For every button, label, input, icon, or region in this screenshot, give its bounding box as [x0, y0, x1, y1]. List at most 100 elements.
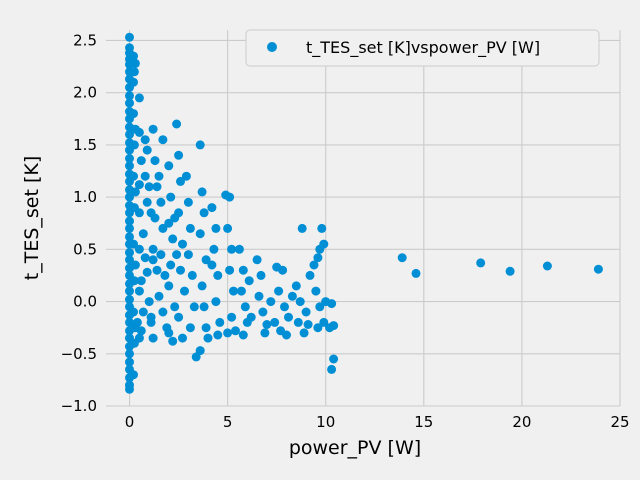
data-point [125, 154, 134, 163]
data-point [227, 244, 237, 254]
data-point [176, 176, 185, 186]
data-point [140, 135, 150, 145]
data-point [542, 261, 552, 271]
x-axis-label: power_PV [W] [289, 437, 421, 459]
data-point [327, 364, 337, 374]
data-point [129, 140, 139, 150]
data-point [166, 260, 176, 270]
data-point [270, 317, 280, 327]
y-tick-label: 1.0 [73, 188, 97, 206]
data-point [278, 265, 288, 275]
data-point [129, 370, 138, 380]
data-point [134, 127, 144, 137]
data-point [209, 244, 219, 254]
data-point [319, 239, 329, 249]
data-point [138, 229, 148, 239]
data-point [252, 255, 262, 265]
data-point [311, 286, 321, 296]
data-point [170, 213, 180, 223]
data-point [129, 276, 139, 286]
data-point [152, 265, 162, 275]
data-point [148, 244, 158, 254]
data-point [260, 328, 270, 338]
data-point [129, 109, 138, 119]
data-point [476, 258, 486, 268]
data-point [158, 135, 168, 145]
data-point [284, 312, 293, 322]
y-axis-label: t_TES_set [K] [21, 156, 43, 280]
data-point [180, 286, 189, 296]
data-point [152, 182, 162, 192]
data-point [170, 302, 180, 312]
data-point [189, 302, 199, 312]
y-tick-label: 1.5 [73, 136, 97, 154]
data-point [125, 317, 134, 327]
x-tick-label: 0 [125, 413, 135, 431]
data-point [299, 328, 309, 338]
data-point [129, 51, 138, 61]
data-point [154, 171, 164, 181]
data-point [164, 161, 174, 171]
data-point [236, 286, 246, 296]
data-point [397, 253, 407, 263]
data-point [130, 187, 140, 197]
data-point [125, 357, 134, 367]
legend-box [245, 29, 600, 67]
data-point [223, 328, 233, 338]
data-point [125, 286, 134, 296]
data-point [225, 192, 235, 202]
data-point [156, 197, 166, 207]
data-point [201, 323, 211, 333]
data-point [301, 307, 311, 317]
plot-area [106, 30, 621, 407]
data-point [130, 260, 140, 270]
data-point [144, 182, 154, 192]
data-point [411, 268, 421, 278]
data-point [125, 91, 134, 101]
data-point [125, 32, 134, 42]
data-point [199, 302, 209, 312]
data-point [313, 323, 323, 333]
data-point [150, 156, 160, 166]
data-point [234, 244, 244, 254]
data-point [238, 330, 248, 340]
data-point [227, 312, 237, 322]
data-point [238, 265, 248, 275]
data-point [197, 187, 207, 197]
data-point [207, 203, 217, 213]
data-point [166, 192, 176, 202]
data-point [229, 286, 238, 296]
x-tick-label: 20 [512, 413, 531, 431]
data-point [148, 124, 158, 134]
data-point [262, 320, 272, 329]
data-point [134, 286, 144, 296]
x-tick-label: 25 [610, 413, 629, 431]
data-point [125, 192, 134, 202]
data-point [136, 156, 146, 166]
y-axis-ticks: −1.0 −0.5 0.0 0.5 1.0 1.5 2.0 2.5 [61, 31, 97, 415]
data-point [148, 333, 158, 343]
data-point [211, 297, 221, 307]
data-point [160, 270, 170, 280]
data-point [185, 223, 195, 233]
data-point [174, 312, 184, 322]
data-point [144, 297, 154, 307]
data-point [134, 180, 144, 190]
data-point [211, 223, 221, 233]
data-point [256, 270, 266, 280]
data-point [258, 307, 268, 317]
data-point [231, 326, 240, 336]
data-point [303, 320, 313, 329]
data-point [142, 267, 152, 277]
data-point [178, 239, 187, 249]
data-point [125, 248, 134, 257]
data-point [172, 250, 182, 260]
data-point [295, 297, 305, 307]
data-point [187, 270, 197, 280]
data-point [329, 354, 339, 364]
data-point [329, 321, 339, 331]
data-point [280, 302, 289, 312]
data-point [297, 223, 307, 233]
data-point [293, 317, 303, 327]
data-point [313, 253, 323, 263]
